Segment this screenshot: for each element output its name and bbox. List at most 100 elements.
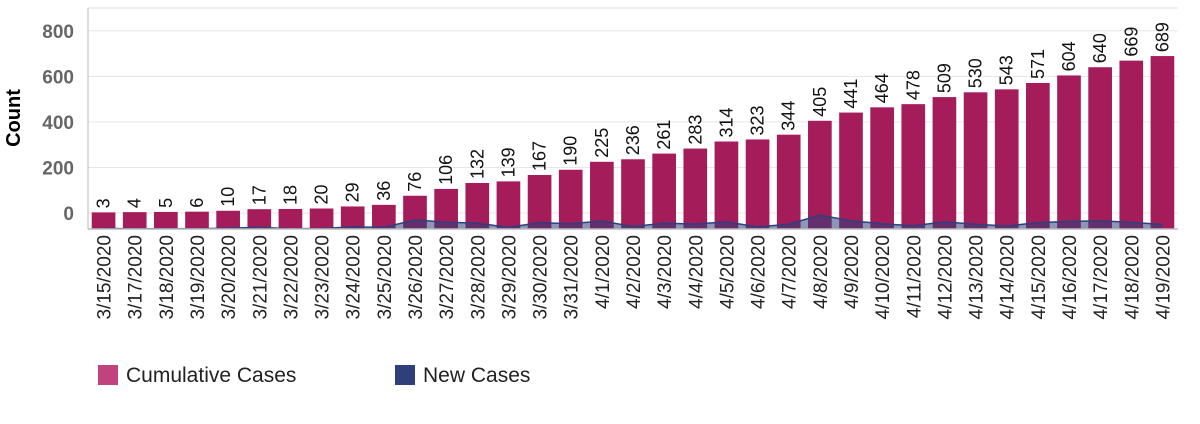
x-tick-label: 4/15/2020: [1029, 235, 1050, 320]
data-label: 29: [343, 182, 363, 202]
bar-cumulative[interactable]: [496, 181, 521, 229]
bar-cumulative[interactable]: [901, 104, 926, 229]
bar-cumulative[interactable]: [745, 139, 770, 229]
x-tick-label: 3/30/2020: [531, 235, 552, 320]
data-label: 3: [94, 198, 114, 208]
bar-cumulative[interactable]: [714, 141, 739, 229]
x-tick-labels: 3/15/2020 3/17/2020 3/18/2020 3/19/2020 3/20…: [95, 235, 1175, 320]
bar-cumulative[interactable]: [683, 148, 708, 229]
x-tick-label: 3/20/2020: [219, 235, 240, 320]
data-label: 36: [374, 181, 394, 201]
data-label: 283: [685, 115, 705, 145]
bar-cumulative[interactable]: [278, 208, 303, 229]
bar-cumulative[interactable]: [1150, 56, 1175, 229]
bar-cumulative[interactable]: [340, 206, 365, 229]
data-label: 405: [810, 87, 830, 117]
x-tick-label: 4/9/2020: [842, 235, 863, 309]
bar-cumulative[interactable]: [839, 112, 863, 229]
bar-cumulative[interactable]: [465, 182, 490, 229]
data-label: 5: [156, 198, 176, 208]
legend-swatch-cumulative: [98, 365, 118, 385]
y-tick-labels: 0 200 400 600 800: [42, 22, 74, 225]
bar-cumulative[interactable]: [372, 204, 396, 229]
data-label: 4: [125, 198, 145, 208]
data-label: 17: [249, 185, 269, 205]
data-label: 167: [530, 141, 550, 171]
bar-cumulative[interactable]: [558, 169, 583, 229]
data-label: 314: [716, 107, 736, 137]
bar-cumulative[interactable]: [1088, 67, 1112, 229]
bar-cumulative[interactable]: [122, 212, 147, 229]
x-tick-label: 3/29/2020: [499, 235, 520, 320]
x-tick-label: 4/7/2020: [780, 235, 801, 309]
data-label: 344: [779, 101, 799, 131]
y-tick-label: 200: [42, 158, 74, 179]
x-tick-label: 3/23/2020: [313, 235, 334, 320]
data-label: 323: [748, 105, 768, 135]
bar-cumulative[interactable]: [527, 175, 552, 229]
x-tick-label: 4/4/2020: [686, 235, 707, 309]
bar-cumulative[interactable]: [185, 211, 209, 229]
y-tick-label: 400: [42, 113, 74, 134]
data-label: 478: [903, 70, 923, 100]
bar-cumulative[interactable]: [216, 210, 240, 229]
bar-cumulative[interactable]: [247, 209, 272, 229]
bar-cumulative[interactable]: [1119, 60, 1144, 229]
bar-cumulative[interactable]: [621, 159, 645, 229]
y-tick-label: 800: [42, 22, 74, 43]
x-tick-label: 4/14/2020: [998, 235, 1019, 320]
data-label: 139: [498, 147, 518, 177]
data-label: 543: [997, 55, 1017, 85]
x-tick-label: 3/24/2020: [344, 235, 365, 320]
x-tick-label: 4/17/2020: [1091, 235, 1112, 320]
x-tick-label: 4/10/2020: [873, 235, 894, 320]
legend-label-new: New Cases: [423, 364, 530, 387]
x-tick-label: 4/16/2020: [1060, 235, 1081, 320]
data-label: 669: [1121, 27, 1141, 57]
x-tick-label: 3/28/2020: [468, 235, 489, 320]
data-label: 10: [218, 187, 238, 207]
legend-item-new[interactable]: New Cases: [395, 364, 530, 387]
legend-item-cumulative[interactable]: Cumulative Cases: [98, 364, 296, 387]
data-label: 261: [654, 120, 674, 150]
x-tick-label: 4/19/2020: [1153, 235, 1174, 320]
bar-cumulative[interactable]: [870, 107, 894, 229]
x-tick-label: 3/25/2020: [375, 235, 396, 320]
y-tick-label: 0: [63, 204, 74, 225]
axes: [87, 7, 1178, 230]
data-label: 236: [623, 125, 643, 155]
bar-cumulative[interactable]: [590, 161, 614, 229]
data-labels: 3 4 5 6 10 17 18 20 29 36 76 106 132 139 167 190 225 236 2…: [94, 22, 1173, 208]
bar-cumulative[interactable]: [1026, 82, 1050, 229]
bar-cumulative[interactable]: [434, 188, 458, 229]
bar-cumulative[interactable]: [932, 97, 957, 230]
x-tick-label: 4/13/2020: [967, 235, 988, 320]
data-label: 571: [1028, 49, 1048, 79]
data-label: 509: [934, 63, 954, 93]
x-tick-label: 3/22/2020: [281, 235, 302, 320]
y-tick-label: 600: [42, 67, 74, 88]
data-label: 530: [966, 58, 986, 88]
data-label: 689: [1152, 22, 1172, 52]
data-label: 76: [405, 172, 425, 192]
bar-cumulative[interactable]: [652, 153, 676, 229]
bar-cumulative[interactable]: [963, 92, 988, 229]
data-label: 190: [561, 136, 581, 166]
y-axis-label: Count: [3, 89, 25, 147]
x-tick-label: 3/31/2020: [562, 235, 583, 320]
x-tick-label: 3/27/2020: [437, 235, 458, 320]
data-label: 464: [872, 73, 892, 103]
legend-label-cumulative: Cumulative Cases: [126, 364, 296, 387]
x-tick-label: 4/12/2020: [935, 235, 956, 320]
bar-cumulative[interactable]: [309, 208, 334, 229]
bar-cumulative[interactable]: [91, 212, 116, 229]
bar-cumulative[interactable]: [1057, 75, 1081, 229]
bar-cumulative[interactable]: [808, 120, 832, 229]
data-label: 106: [436, 155, 456, 185]
bar-cumulative[interactable]: [154, 211, 178, 229]
x-tick-label: 3/17/2020: [126, 235, 147, 320]
bar-cumulative[interactable]: [776, 134, 801, 229]
bar-cumulative[interactable]: [994, 89, 1019, 229]
